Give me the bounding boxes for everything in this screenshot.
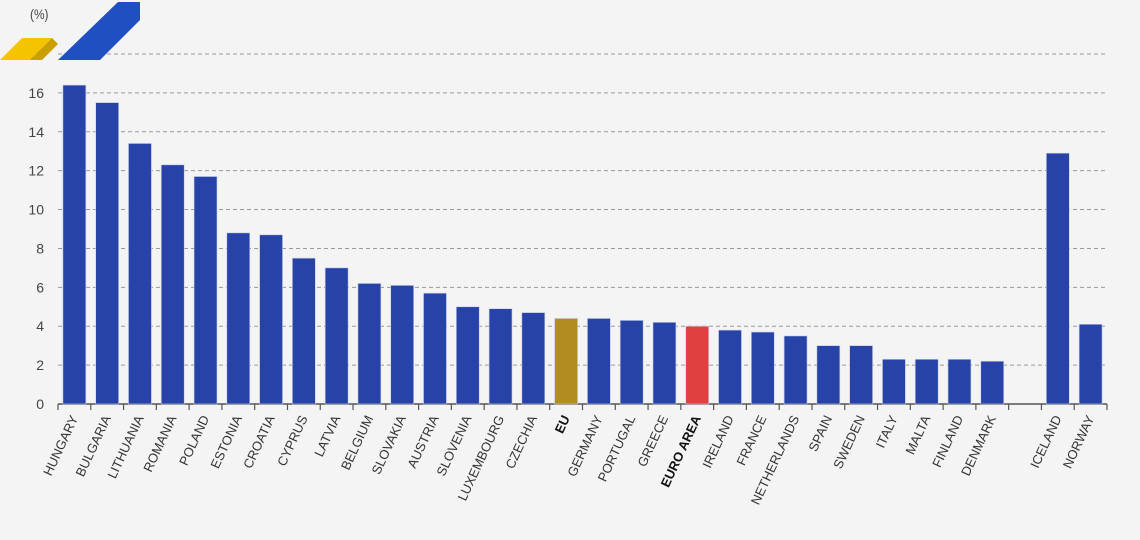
y-tick-label: 10 [28,202,44,218]
x-category-label: NORWAY [1060,413,1098,471]
x-category-label: ICELAND [1027,413,1064,470]
bar-finland [947,358,972,405]
bar-austria [423,292,447,405]
x-category-label: FRANCE [733,413,769,468]
bar-france [751,331,775,405]
bar-euro-area [685,325,710,405]
x-category-label: ROMANIA [140,413,179,475]
bar-czechia [521,312,546,405]
bar-hungary [62,84,87,405]
bar-sweden [849,345,873,405]
y-tick-label: 8 [36,240,44,256]
bar-belgium [357,283,382,405]
x-category-label: CZECHIA [502,413,540,471]
x-category-label: SPAIN [805,413,835,454]
bar-greece [652,322,677,405]
bar-norway [1078,323,1103,405]
y-tick-label: 0 [36,396,44,412]
bar-slovakia [390,285,414,405]
bar-portugal [619,320,644,405]
bar-spain [816,345,841,405]
y-tick-label: 16 [28,85,44,101]
bar-slovenia [455,306,480,405]
bar-poland [193,176,218,405]
x-category-label: LATVIA [311,413,343,459]
x-category-label: AUSTRIA [404,413,442,471]
bar-eu [554,318,578,405]
x-category-label: SWEDEN [830,413,868,471]
bar-latvia [324,267,349,405]
y-axis-unit-label: (%) [30,6,49,22]
y-tick-label: 14 [28,124,44,140]
bar-germany [587,318,611,405]
bar-romania [160,164,185,405]
x-category-label: BELGIUM [338,413,376,472]
bar-cyprus [292,257,316,405]
x-category-label: POLAND [176,413,212,468]
y-tick-label: 6 [36,279,44,295]
x-category-label: MALTA [902,413,933,457]
x-category-label: CYPRUS [274,413,311,469]
bar-estonia [226,232,251,405]
x-category-label: EU [552,413,573,436]
bar-iceland [1046,152,1070,405]
x-category-label: IRELAND [699,413,736,470]
bar-italy [882,358,906,405]
x-category-label: ITALY [873,413,901,451]
bar-denmark [980,360,1005,405]
bar-malta [914,358,939,405]
bar-ireland [718,329,742,405]
x-category-label: FINLAND [929,413,966,470]
y-tick-label: 4 [36,318,44,334]
bar-luxembourg [488,308,513,405]
bar-lithuania [128,143,152,405]
logo-icon [0,2,140,60]
x-category-label: ESTONIA [207,413,245,471]
bar-netherlands [783,335,808,405]
x-category-label: CROATIA [240,413,278,471]
bar-croatia [259,234,283,405]
y-tick-label: 2 [36,357,44,373]
x-category-label: GREECE [634,413,671,469]
bar-bulgaria [95,102,119,405]
y-tick-label: 12 [28,163,44,179]
